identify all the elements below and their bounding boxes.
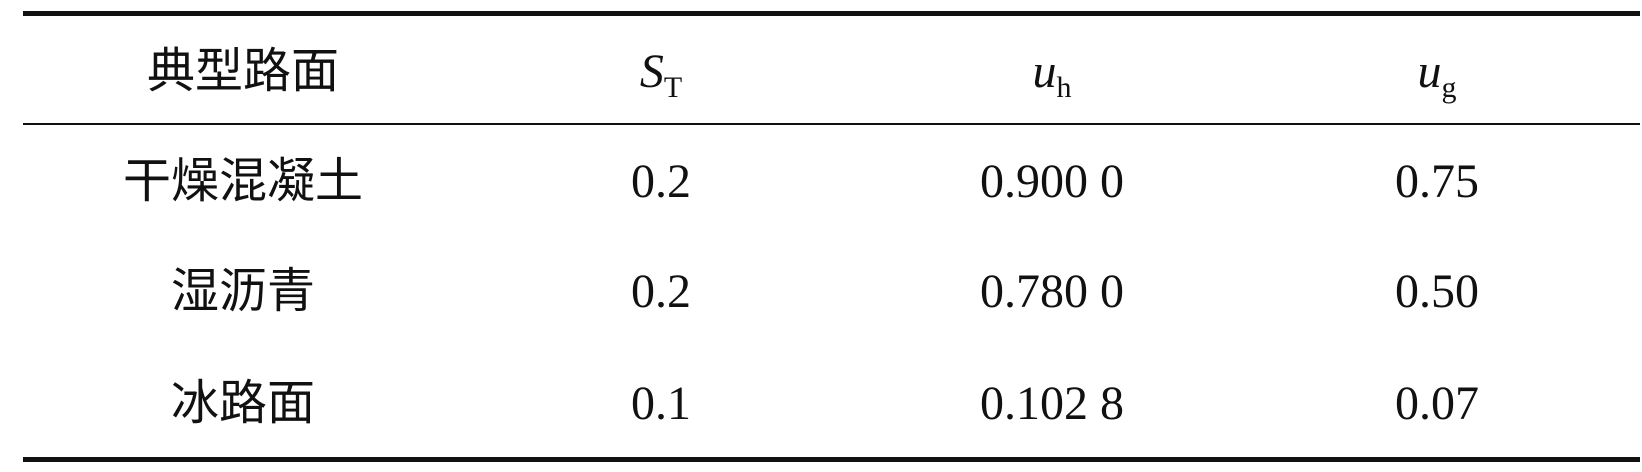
table-cell: 0.50 bbox=[1395, 265, 1479, 318]
table-cell: 0.1 bbox=[631, 377, 691, 430]
table-cell: 0.2 bbox=[631, 155, 691, 208]
header-rule bbox=[23, 123, 1640, 125]
header-cell: ST bbox=[461, 42, 861, 118]
header-cell: 典型路面 bbox=[146, 45, 339, 98]
table-cell: 0.75 bbox=[1395, 155, 1479, 208]
header-symbol: u bbox=[1417, 45, 1442, 98]
row-label: 干燥混凝土 bbox=[122, 155, 363, 208]
table-cell: 0.102 8 bbox=[980, 377, 1124, 430]
header-cell: ug bbox=[1237, 42, 1637, 118]
row-label: 湿沥青 bbox=[170, 265, 315, 318]
table-cell: 0.780 0 bbox=[980, 265, 1124, 318]
header-symbol: S bbox=[639, 45, 664, 98]
table-cell: 0.07 bbox=[1395, 377, 1479, 430]
top-rule bbox=[23, 11, 1640, 16]
bottom-rule bbox=[23, 457, 1640, 462]
header-subscript: T bbox=[663, 71, 683, 104]
table-cell: 0.900 0 bbox=[980, 155, 1124, 208]
header-cell: uh bbox=[852, 42, 1252, 118]
header-symbol: u bbox=[1032, 45, 1057, 98]
header-subscript: h bbox=[1056, 71, 1072, 104]
header-subscript: g bbox=[1441, 71, 1457, 104]
table-cell: 0.2 bbox=[631, 265, 691, 318]
row-label: 冰路面 bbox=[170, 377, 315, 430]
